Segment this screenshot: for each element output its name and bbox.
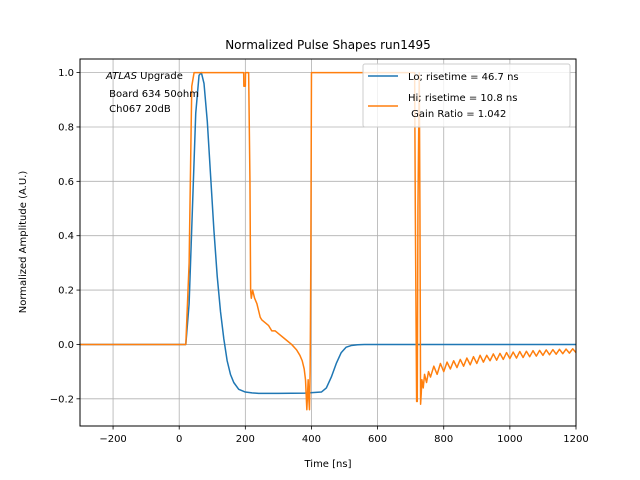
x-tick-label: 600 — [368, 434, 387, 445]
y-tick-label: −0.2 — [50, 394, 74, 405]
chart-title: Normalized Pulse Shapes run1495 — [225, 38, 431, 52]
annotation-line-2: Board 634 50ohm — [106, 89, 199, 100]
y-tick-label: 1.0 — [58, 68, 74, 79]
annotation-line-1: ATLAS Upgrade — [105, 71, 183, 82]
series-line-hi — [80, 71, 576, 411]
annotation-line-3: Ch067 20dB — [106, 104, 171, 115]
x-tick-label: 800 — [434, 434, 453, 445]
x-tick-label: 0 — [176, 434, 182, 445]
legend-label-gain-ratio: Gain Ratio = 1.042 — [408, 109, 506, 120]
x-tick-label: 1000 — [497, 434, 522, 445]
axes-frame — [79, 58, 577, 427]
x-tick-label: −200 — [99, 434, 126, 445]
series-layer — [80, 71, 576, 411]
x-axis: −200 0 200 400 600 800 1000 1200 — [99, 426, 589, 445]
legend-box — [362, 63, 571, 128]
y-axis: −0.2 0.0 0.2 0.4 0.6 0.8 1.0 — [50, 68, 80, 405]
x-tick-label: 200 — [236, 434, 255, 445]
legend-label-lo: Lo; risetime = 46.7 ns — [408, 72, 519, 83]
y-tick-label: 0.2 — [58, 286, 74, 297]
y-tick-label: 0.0 — [58, 340, 74, 351]
legend-label-hi: Hi; risetime = 10.8 ns — [408, 93, 517, 104]
series-line-lo — [80, 71, 576, 395]
y-tick-label: 0.4 — [58, 231, 74, 242]
annotation: ATLAS Upgrade Board 634 50ohm Ch067 20dB — [105, 71, 199, 115]
y-tick-label: 0.8 — [58, 122, 74, 133]
atlas-label: ATLAS — [105, 71, 138, 82]
x-tick-label: 400 — [302, 434, 321, 445]
x-axis-label: Time [ns] — [303, 459, 351, 470]
y-axis-label: Normalized Amplitude (A.U.) — [18, 171, 29, 314]
x-tick-label: 1200 — [563, 434, 588, 445]
legend: Lo; risetime = 46.7 ns Hi; risetime = 10… — [362, 63, 571, 128]
annotation-upgrade: Upgrade — [137, 71, 183, 82]
y-tick-label: 0.6 — [58, 177, 74, 188]
